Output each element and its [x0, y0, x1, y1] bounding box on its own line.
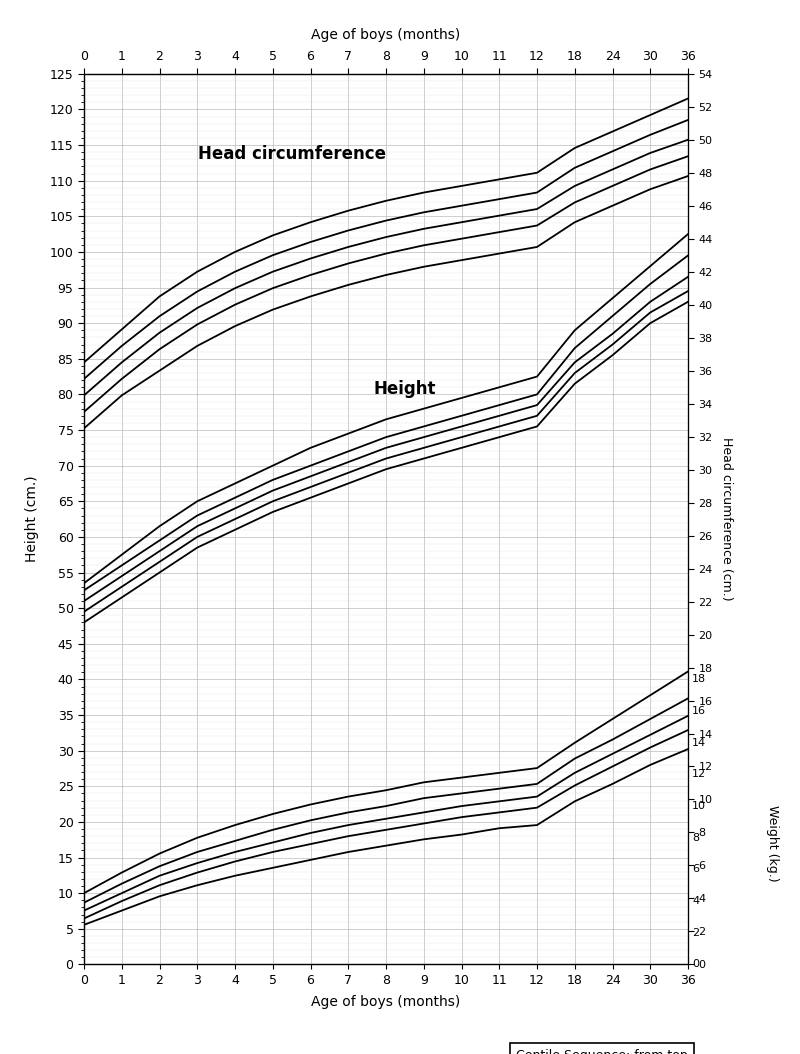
- Text: 0: 0: [692, 959, 699, 970]
- Text: 2: 2: [692, 928, 699, 938]
- Text: 16: 16: [692, 706, 706, 716]
- Y-axis label: Height (cm.): Height (cm.): [25, 475, 38, 563]
- Text: 4: 4: [692, 896, 699, 906]
- Text: Weight (kg.): Weight (kg.): [766, 805, 778, 881]
- Text: 10: 10: [692, 801, 706, 812]
- Text: 6: 6: [692, 864, 699, 875]
- Y-axis label: Head circumference (cm.): Head circumference (cm.): [721, 437, 734, 601]
- Text: Head circumference: Head circumference: [198, 145, 386, 163]
- Text: Height: Height: [374, 380, 436, 398]
- Text: 8: 8: [692, 833, 699, 843]
- X-axis label: Age of boys (months): Age of boys (months): [311, 995, 461, 1010]
- Text: Centile Sequence: from top
$97^{th}$, $75^{th}$ ,$50^{th}$,$25^{th}$, $3^{rd}$: Centile Sequence: from top $97^{th}$, $7…: [516, 1049, 688, 1054]
- X-axis label: Age of boys (months): Age of boys (months): [311, 28, 461, 42]
- Text: 14: 14: [692, 738, 706, 747]
- Text: 12: 12: [692, 769, 706, 779]
- Text: 18: 18: [692, 675, 706, 684]
